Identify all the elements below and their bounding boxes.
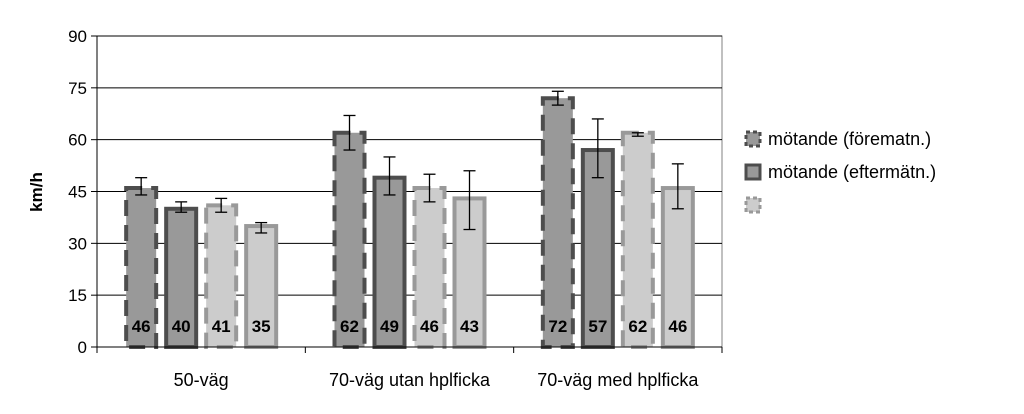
y-tick-label: 45 [68, 183, 87, 202]
data-label: 57 [588, 317, 607, 336]
y-tick-label: 0 [78, 338, 87, 357]
data-label: 62 [628, 317, 647, 336]
data-label: 46 [132, 317, 151, 336]
bar [540, 96, 575, 349]
data-label: 40 [172, 317, 191, 336]
data-label: 41 [212, 317, 231, 336]
category-label: 50-väg [174, 370, 229, 390]
bar [204, 203, 239, 349]
data-label: 35 [252, 317, 271, 336]
y-tick-label: 15 [68, 286, 87, 305]
error-bars [135, 90, 684, 234]
legend-label: mötande (eftermätn.) [768, 162, 936, 182]
data-labels: 46 62 72 40 49 57 41 46 62 35 43 46 [132, 317, 688, 336]
legend-swatch [744, 163, 762, 181]
y-tick-label: 75 [68, 79, 87, 98]
bar [332, 130, 367, 349]
legend-swatch [744, 196, 762, 214]
y-tick-label: 60 [68, 131, 87, 150]
data-label: 49 [380, 317, 399, 336]
bar [164, 206, 199, 349]
y-tick-label: 90 [68, 27, 87, 46]
data-label: 72 [548, 317, 567, 336]
y-tick-label: 30 [68, 234, 87, 253]
legend-swatch [744, 130, 762, 148]
data-label: 46 [420, 317, 439, 336]
legend-label: mötande (förematn.) [768, 129, 931, 149]
axes: 0 15 30 45 60 75 90 50-väg 70-väg utan hplficka 7… [68, 27, 723, 390]
data-label: 62 [340, 317, 359, 336]
data-label: 43 [460, 317, 479, 336]
y-axis-title: km/h [27, 172, 46, 212]
category-label: 70-väg med hplficka [537, 370, 699, 390]
legend: mötande (förematn.) mötande (eftermätn.) [744, 129, 936, 214]
data-label: 46 [668, 317, 687, 336]
bar [620, 130, 655, 349]
category-label: 70-väg utan hplficka [329, 370, 491, 390]
bars [124, 96, 695, 349]
